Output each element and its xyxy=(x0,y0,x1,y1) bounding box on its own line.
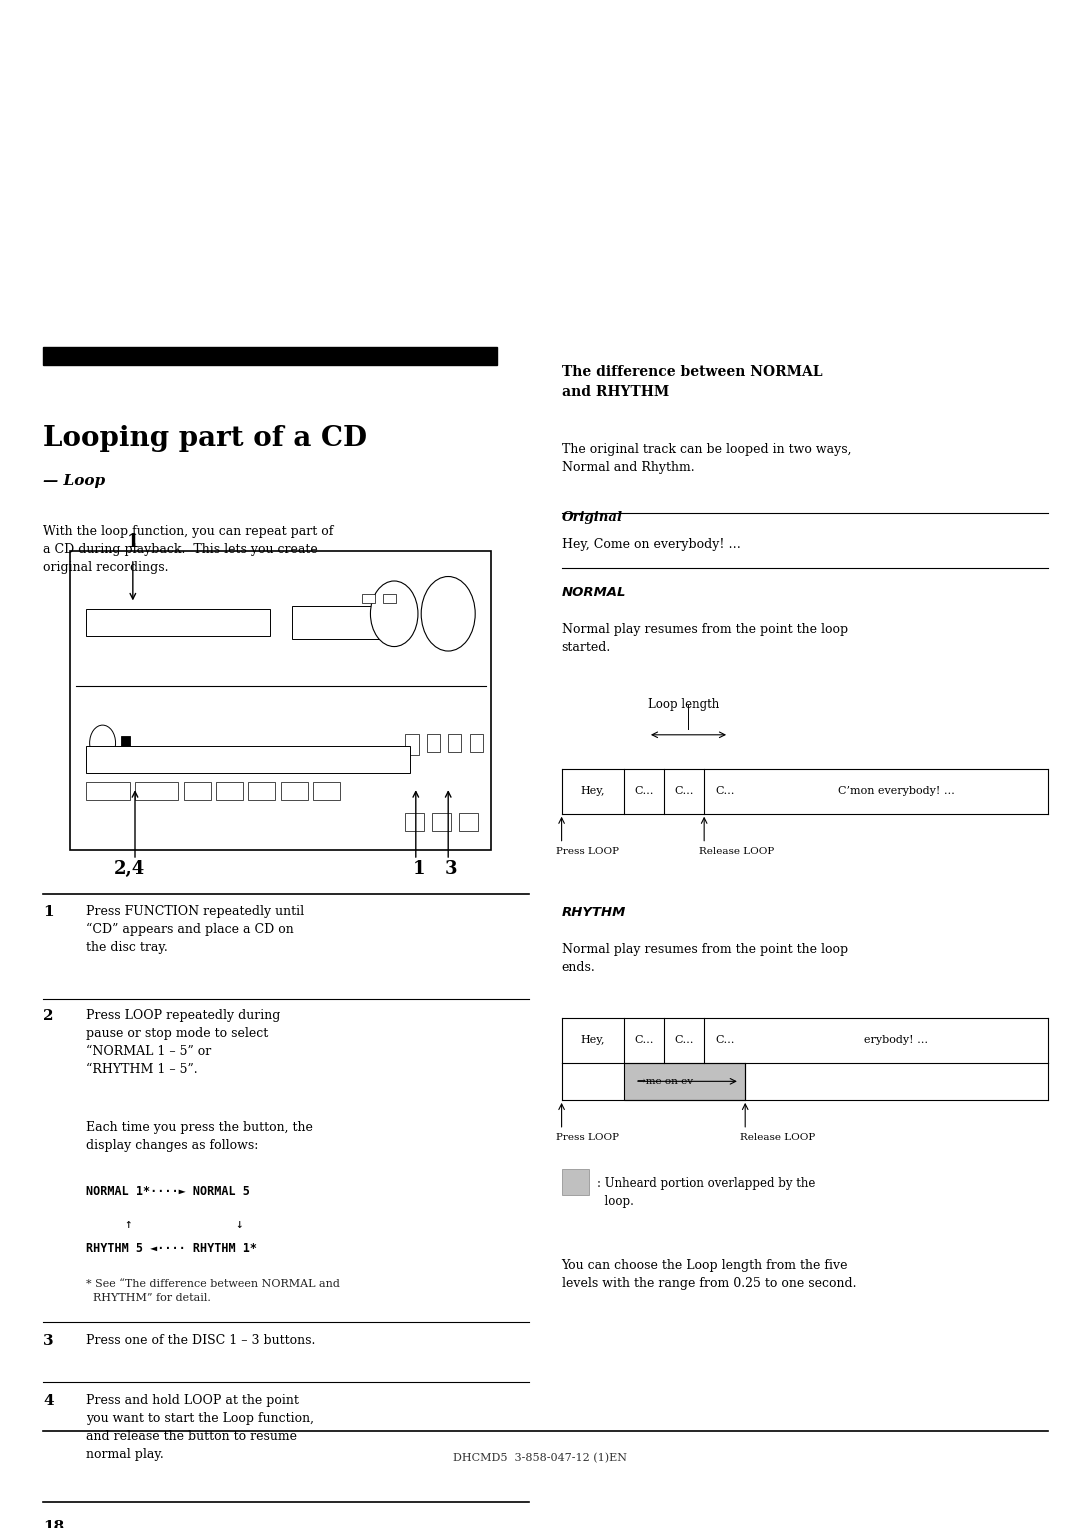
Bar xyxy=(383,594,396,604)
Text: ↑: ↑ xyxy=(124,1218,132,1230)
Text: C…: C… xyxy=(634,787,654,796)
Text: NORMAL 1*····► NORMAL 5: NORMAL 1*····► NORMAL 5 xyxy=(86,1184,251,1198)
Bar xyxy=(470,733,483,752)
Bar xyxy=(86,610,270,636)
Bar xyxy=(432,813,451,831)
Bar xyxy=(121,735,130,752)
Text: 1: 1 xyxy=(126,533,139,552)
Text: 1: 1 xyxy=(43,905,54,918)
Text: C…: C… xyxy=(715,787,734,796)
Bar xyxy=(362,594,375,604)
Text: ↓: ↓ xyxy=(235,1218,243,1230)
Text: C’mon everybody! …: C’mon everybody! … xyxy=(838,787,955,796)
Text: : Unheard portion overlapped by the
  loop.: : Unheard portion overlapped by the loop… xyxy=(597,1178,815,1209)
Bar xyxy=(624,1062,745,1100)
Text: Release LOOP: Release LOOP xyxy=(699,847,774,856)
Bar xyxy=(292,607,400,639)
Bar xyxy=(248,782,275,801)
Bar xyxy=(562,1169,589,1195)
FancyBboxPatch shape xyxy=(70,552,491,850)
Text: Press FUNCTION repeatedly until
“CD” appears and place a CD on
the disc tray.: Press FUNCTION repeatedly until “CD” app… xyxy=(86,905,305,953)
Bar xyxy=(448,733,461,752)
Text: Each time you press the button, the
display changes as follows:: Each time you press the button, the disp… xyxy=(86,1122,313,1152)
Text: RHYTHM: RHYTHM xyxy=(562,906,625,920)
Text: 4: 4 xyxy=(43,1394,54,1407)
Bar xyxy=(427,733,440,752)
Text: C…: C… xyxy=(715,1036,734,1045)
Bar xyxy=(405,813,424,831)
Text: 18: 18 xyxy=(43,1520,65,1528)
Text: 3: 3 xyxy=(43,1334,54,1348)
Text: DHCMD5  3-858-047-12 (1)EN: DHCMD5 3-858-047-12 (1)EN xyxy=(453,1453,627,1464)
Text: Hey, Come on everybody! …: Hey, Come on everybody! … xyxy=(562,538,741,552)
Bar xyxy=(459,813,478,831)
Text: Press one of the DISC 1 – 3 buttons.: Press one of the DISC 1 – 3 buttons. xyxy=(86,1334,315,1348)
Text: RHYTHM 5 ◄···· RHYTHM 1*: RHYTHM 5 ◄···· RHYTHM 1* xyxy=(86,1242,257,1254)
Text: You can choose the Loop length from the five
levels with the range from 0.25 to : You can choose the Loop length from the … xyxy=(562,1259,856,1291)
Bar xyxy=(43,347,497,365)
Text: erybody! …: erybody! … xyxy=(864,1036,929,1045)
Text: Looping part of a CD: Looping part of a CD xyxy=(43,425,367,452)
Text: 1: 1 xyxy=(413,860,426,879)
Bar xyxy=(86,782,130,801)
Bar xyxy=(281,782,308,801)
Bar xyxy=(86,746,410,773)
Text: Hey,: Hey, xyxy=(581,787,605,796)
Text: 3: 3 xyxy=(445,860,458,879)
Text: Loop length: Loop length xyxy=(648,698,719,711)
Bar xyxy=(184,782,211,801)
Text: The difference between NORMAL
and RHYTHM: The difference between NORMAL and RHYTHM xyxy=(562,365,822,399)
Text: Press and hold LOOP at the point
you want to start the Loop function,
and releas: Press and hold LOOP at the point you wan… xyxy=(86,1394,314,1461)
Text: →me on ev: →me on ev xyxy=(637,1077,693,1086)
Text: C…: C… xyxy=(634,1036,654,1045)
Text: Press LOOP repeatedly during
pause or stop mode to select
“NORMAL 1 – 5” or
“RHY: Press LOOP repeatedly during pause or st… xyxy=(86,1008,281,1076)
Text: 2,4: 2,4 xyxy=(113,860,145,879)
Text: * See “The difference between NORMAL and
  RHYTHM” for detail.: * See “The difference between NORMAL and… xyxy=(86,1279,340,1303)
Circle shape xyxy=(90,726,116,761)
Text: With the loop function, you can repeat part of
a CD during playback.  This lets : With the loop function, you can repeat p… xyxy=(43,524,334,573)
Bar xyxy=(135,782,178,801)
Text: The original track can be looped in two ways,
Normal and Rhythm.: The original track can be looped in two … xyxy=(562,443,851,474)
Bar xyxy=(405,733,419,755)
Text: C…: C… xyxy=(674,1036,694,1045)
Text: C…: C… xyxy=(674,787,694,796)
Text: 2: 2 xyxy=(43,1008,54,1024)
Bar xyxy=(313,782,340,801)
Text: Press LOOP: Press LOOP xyxy=(556,1132,619,1141)
Bar xyxy=(216,782,243,801)
Circle shape xyxy=(370,581,418,646)
Text: Normal play resumes from the point the loop
started.: Normal play resumes from the point the l… xyxy=(562,623,848,654)
Text: Release LOOP: Release LOOP xyxy=(740,1132,815,1141)
Text: NORMAL: NORMAL xyxy=(562,585,626,599)
Text: — Loop: — Loop xyxy=(43,474,106,487)
Text: Press LOOP: Press LOOP xyxy=(556,847,619,856)
Text: Original: Original xyxy=(562,512,622,524)
Circle shape xyxy=(421,576,475,651)
Text: Hey,: Hey, xyxy=(581,1036,605,1045)
Text: Normal play resumes from the point the loop
ends.: Normal play resumes from the point the l… xyxy=(562,943,848,975)
